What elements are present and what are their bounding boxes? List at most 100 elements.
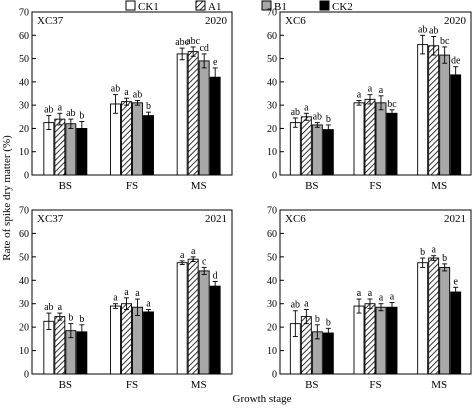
significance-letter: a <box>58 302 63 313</box>
category-label: MS <box>191 180 207 192</box>
significance-letter: b <box>68 313 73 324</box>
bar-ck1 <box>110 103 121 176</box>
y-tick-label: 50 <box>267 252 277 263</box>
legend-label-a1: A1 <box>208 1 221 13</box>
significance-letter: ab <box>133 89 142 100</box>
y-tick-label: 60 <box>267 31 277 42</box>
bar-ck2 <box>450 291 462 375</box>
significance-letter: e <box>453 276 458 287</box>
bar-b1 <box>132 306 143 375</box>
significance-letter: a <box>135 288 140 299</box>
x-axis-title: Growth stage <box>233 393 292 405</box>
y-tick-label: 50 <box>19 54 29 65</box>
bar-a1 <box>300 116 312 176</box>
bar-a1 <box>121 303 132 375</box>
y-tick-label: 0 <box>24 171 29 182</box>
category-label: FS <box>369 180 381 192</box>
significance-letter: bc <box>387 99 397 110</box>
bar-ck1 <box>417 262 429 375</box>
significance-letter: b <box>420 247 425 258</box>
bar-a1 <box>300 316 312 375</box>
panel-year: 2021 <box>205 213 227 225</box>
bar-ck1 <box>176 262 188 375</box>
y-tick-label: 20 <box>267 124 277 135</box>
legend-swatch-a1 <box>195 0 206 11</box>
bar-ck2 <box>143 311 154 375</box>
y-tick-label: 10 <box>19 147 29 158</box>
bar-ck2 <box>209 76 221 176</box>
bar-ck1 <box>353 102 365 176</box>
significance-letter: a <box>191 246 196 257</box>
y-tick-label: 40 <box>267 77 277 88</box>
y-tick-label: 20 <box>19 124 29 135</box>
panel-year: 2020 <box>205 15 228 27</box>
significance-letter: ab <box>418 24 427 35</box>
category-label: FS <box>369 379 381 391</box>
significance-letter: ab <box>44 105 53 116</box>
panel-label: XC37 <box>37 213 64 225</box>
significance-letter: a <box>304 102 309 113</box>
category-label: BS <box>305 379 318 391</box>
significance-letter: ab <box>429 25 438 36</box>
y-axis-title: Rate of spike dry matter (%) <box>1 135 13 261</box>
legend-label-ck2: CK2 <box>332 1 353 13</box>
bar-ck1 <box>43 122 55 176</box>
category-label: BS <box>59 180 72 192</box>
y-tick-label: 60 <box>19 31 29 42</box>
significance-letter: a <box>58 102 63 113</box>
significance-letter: b <box>79 314 84 325</box>
bar-a1 <box>364 98 376 176</box>
significance-letter: cd <box>199 43 208 54</box>
bar-ck2 <box>450 74 462 176</box>
y-tick-label: 10 <box>267 346 277 357</box>
bar-b1 <box>311 124 323 176</box>
bar-a1 <box>428 45 440 176</box>
significance-letter: a <box>357 89 362 100</box>
bar-ck1 <box>176 53 188 176</box>
bar-b1 <box>439 54 451 176</box>
significance-letter: b <box>315 314 320 325</box>
significance-letter: d <box>213 270 218 281</box>
panel-label: XC37 <box>37 15 64 27</box>
bar-ck1 <box>353 305 365 375</box>
y-tick-label: 30 <box>19 299 29 310</box>
bar-ck1 <box>110 305 121 375</box>
legend-swatch-b1 <box>261 0 272 11</box>
panel-year: 2021 <box>444 213 466 225</box>
category-label: MS <box>431 379 447 391</box>
y-tick-label: 70 <box>19 206 29 217</box>
y-tick-label: 10 <box>19 346 29 357</box>
y-tick-label: 10 <box>267 147 277 158</box>
bar-b1 <box>132 102 143 176</box>
y-tick-label: 50 <box>19 252 29 263</box>
significance-letter: bc <box>440 36 450 47</box>
category-label: BS <box>305 180 318 192</box>
bar-a1 <box>187 258 199 375</box>
significance-letter: a <box>304 299 309 310</box>
bar-a1 <box>364 303 376 375</box>
bar-a1 <box>54 316 66 375</box>
bar-a1 <box>187 51 199 176</box>
significance-letter: a <box>357 288 362 299</box>
y-tick-label: 30 <box>19 101 29 112</box>
bar-ck2 <box>322 129 334 176</box>
y-tick-label: 40 <box>19 77 29 88</box>
category-label: FS <box>126 379 138 391</box>
significance-letter: b <box>146 101 151 112</box>
bar-b1 <box>439 266 451 375</box>
significance-letter: a <box>379 85 384 96</box>
significance-letter: a <box>431 245 436 256</box>
y-tick-label: 40 <box>19 276 29 287</box>
y-tick-label: 20 <box>19 323 29 334</box>
y-tick-label: 50 <box>267 54 277 65</box>
significance-letter: ab <box>111 84 120 95</box>
significance-letter: a <box>124 87 129 98</box>
significance-letter: b <box>326 114 331 125</box>
bar-a1 <box>54 118 66 176</box>
y-tick-label: 70 <box>267 8 277 19</box>
bar-ck2 <box>386 112 398 176</box>
bar-b1 <box>198 60 210 176</box>
